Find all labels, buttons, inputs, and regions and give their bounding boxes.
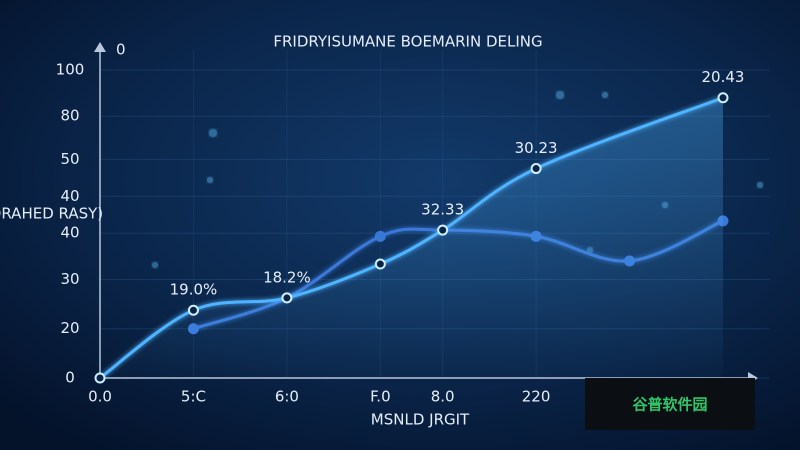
y-tick-label: 20 — [60, 319, 79, 337]
annotation: 18.2% — [263, 268, 311, 286]
plot: 19.0% 18.2% 32.33 30.23 20.43 — [94, 68, 745, 384]
y-axis-label: NEORAHED RASY) — [0, 205, 103, 223]
point — [374, 230, 386, 242]
x-tick-label: 5:C — [181, 388, 206, 406]
y-tick-label: 80 — [60, 107, 79, 125]
annotation: 32.33 — [421, 201, 464, 219]
annotation: 19.0% — [170, 281, 218, 299]
point — [717, 92, 729, 104]
y-tick-label: 40 — [60, 224, 79, 242]
y-tick-label: 40 — [60, 187, 79, 205]
x-tick-label: 0.0 — [88, 388, 112, 406]
x-tick-label: 8.0 — [431, 388, 455, 406]
x-tick-label: 6:0 — [275, 388, 299, 406]
area — [100, 97, 723, 378]
x-tick-label: F.0 — [370, 388, 391, 406]
watermark: 谷普软件园 — [632, 396, 707, 414]
point — [187, 304, 199, 316]
y-tick-label: 0 — [65, 369, 75, 387]
y-tick-label: 30 — [60, 270, 79, 288]
point — [281, 292, 293, 304]
point — [94, 372, 106, 384]
y-axis-arrow — [94, 42, 106, 52]
y-tick-label: 50 — [60, 150, 79, 168]
y-axis-end-label: 0 — [116, 41, 126, 59]
point — [374, 258, 386, 270]
point — [530, 163, 542, 175]
x-axis-label: MSNLD JRGIT — [371, 411, 470, 429]
annotation: 20.43 — [702, 68, 745, 86]
point — [437, 224, 449, 236]
y-tick-label: 100 — [56, 61, 85, 79]
chart-title: FRIDRYISUMANE BOEMARIN DELING — [273, 33, 542, 51]
annotation: 30.23 — [515, 139, 558, 157]
watermark-box — [585, 378, 755, 430]
x-tick-label: 220 — [522, 388, 551, 406]
